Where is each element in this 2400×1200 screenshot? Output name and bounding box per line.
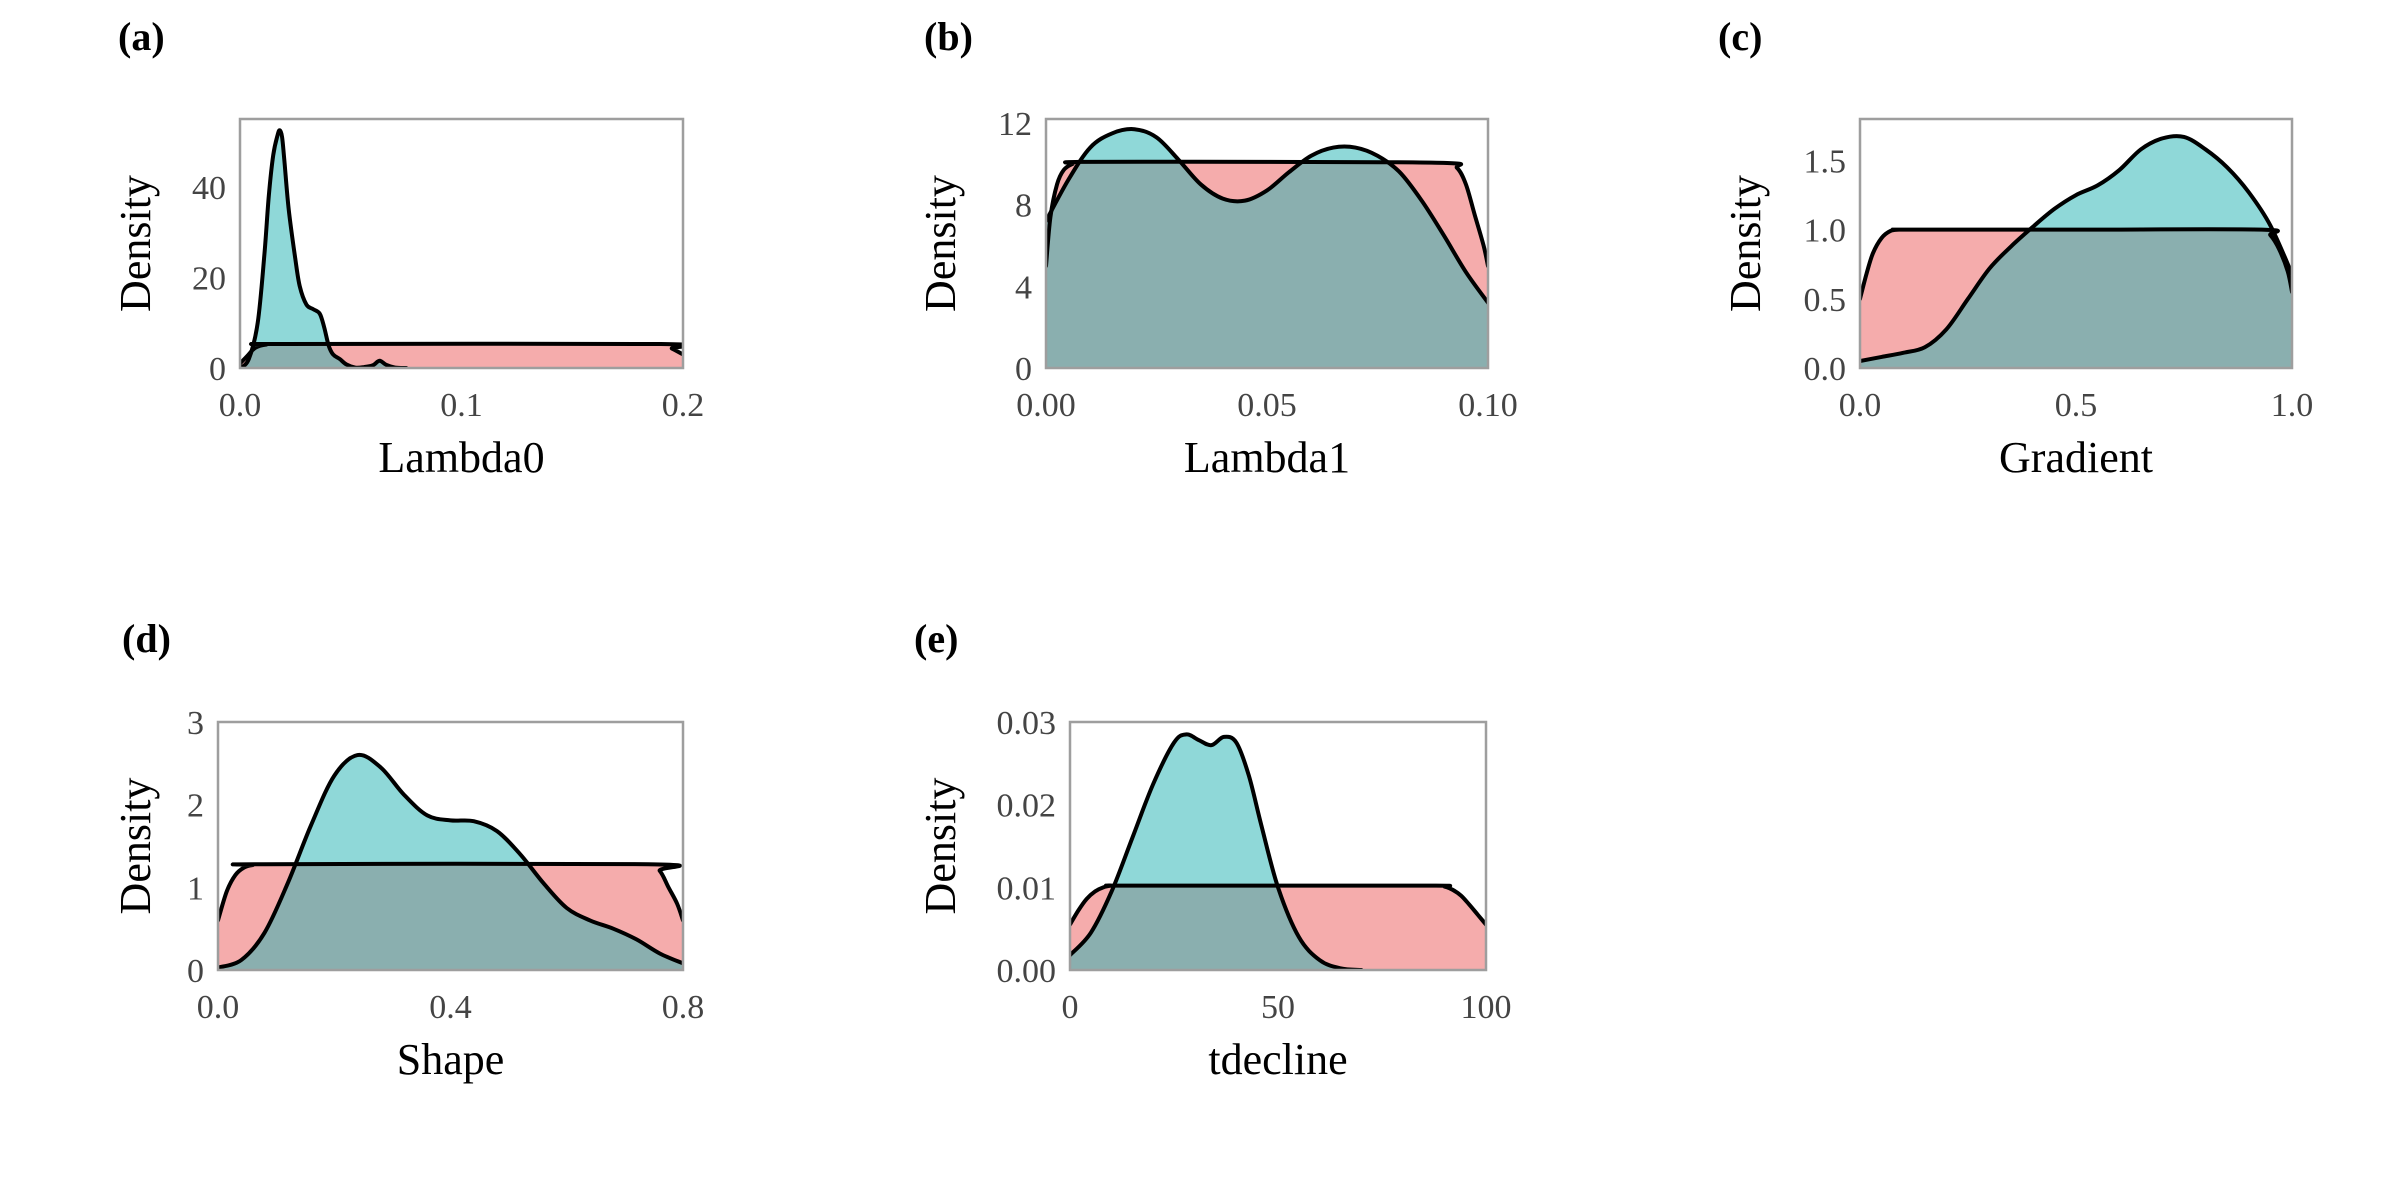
y-tick-label: 2 — [187, 788, 204, 825]
plot-area — [1046, 127, 1488, 368]
series-1-area — [240, 343, 683, 368]
x-axis-title: Lambda0 — [378, 433, 544, 482]
x-tick-label: 0 — [1062, 989, 1079, 1026]
series-2-area — [1046, 129, 1488, 368]
panel-label: (a) — [118, 14, 165, 59]
y-axis-title: Density — [916, 778, 965, 915]
y-tick-label: 1 — [187, 870, 204, 907]
y-tick-label: 20 — [192, 260, 226, 297]
plot-frame — [1044, 117, 1490, 370]
y-axis-title: Density — [111, 778, 160, 915]
x-tick-label: 0.0 — [1839, 387, 1882, 424]
y-tick-label: 40 — [192, 170, 226, 207]
plot-frame — [238, 117, 685, 370]
x-tick-label: 0.10 — [1458, 387, 1518, 424]
x-tick-label: 0.4 — [429, 989, 472, 1026]
plot-frame — [216, 720, 685, 972]
plot-frame — [1858, 117, 2294, 370]
x-tick-label: 50 — [1261, 989, 1295, 1026]
chart-panel-4: (d) 0.0 0.4 0.8 0 1 2 3 Shape Density — [111, 616, 704, 1084]
x-tick-label: 0.8 — [662, 989, 705, 1026]
x-axis-title: Gradient — [1999, 433, 2153, 482]
x-tick-label: 0.05 — [1237, 387, 1297, 424]
y-axis-title: Density — [111, 175, 160, 312]
chart-panel-1: (a) 0.0 0.1 0.2 0 20 40 Lambda0 Density — [111, 14, 704, 482]
y-tick-label: 0.5 — [1804, 282, 1847, 319]
x-axis-title: Shape — [397, 1035, 505, 1084]
series-2-area — [1860, 136, 2292, 368]
x-axis-title: Lambda1 — [1184, 433, 1350, 482]
series-2-line — [1860, 134, 2292, 364]
plot-area — [240, 128, 683, 368]
y-tick-label: 8 — [1015, 188, 1032, 225]
series-2-line — [218, 752, 683, 970]
x-tick-label: 0.0 — [197, 989, 240, 1026]
series-1-line — [218, 861, 683, 923]
series-2-line — [1046, 127, 1488, 305]
panel-label: (b) — [924, 14, 973, 59]
series-2-line — [240, 128, 409, 368]
x-tick-label: 0.0 — [219, 387, 262, 424]
plot-area — [1070, 732, 1486, 970]
y-tick-label: 1.0 — [1804, 213, 1847, 250]
series-2-area — [240, 130, 407, 368]
series-2-line — [1070, 732, 1364, 970]
plot-area — [1860, 134, 2292, 368]
plot-frame — [1068, 720, 1488, 972]
panel-label: (e) — [914, 616, 958, 661]
y-tick-label: 0.03 — [997, 705, 1057, 742]
y-tick-label: 1.5 — [1804, 144, 1847, 181]
x-tick-label: 0.00 — [1016, 387, 1076, 424]
y-tick-label: 0.00 — [997, 953, 1057, 990]
x-tick-label: 100 — [1461, 989, 1512, 1026]
y-tick-label: 3 — [187, 705, 204, 742]
plot-area — [218, 752, 683, 970]
series-2-area — [1070, 734, 1362, 970]
y-axis-title: Density — [916, 175, 965, 312]
y-tick-label: 0.02 — [997, 788, 1057, 825]
panel-label: (d) — [122, 616, 171, 661]
chart-panel-5: (e) 0 50 100 0.00 0.01 0.02 0.03 tdecline Density — [914, 616, 1512, 1084]
chart-panel-3: (c) 0.0 0.5 1.0 0.0 0.5 1.0 1.5 Gradient Density — [1718, 14, 2313, 482]
panel-label: (c) — [1718, 14, 1762, 59]
x-tick-label: 0.1 — [440, 387, 483, 424]
x-tick-label: 0.5 — [2055, 387, 2098, 424]
chart-panel-2: (b) 0.00 0.05 0.10 0 4 8 12 Lambda1 Density — [916, 14, 1518, 482]
series-1-line — [1860, 227, 2292, 301]
y-tick-label: 0.01 — [997, 870, 1057, 907]
y-tick-label: 0 — [187, 953, 204, 990]
y-axis-title: Density — [1721, 175, 1770, 312]
x-axis-title: tdecline — [1208, 1035, 1347, 1084]
y-tick-label: 4 — [1015, 269, 1032, 306]
series-1-line — [1046, 159, 1488, 268]
y-tick-label: 0 — [1015, 351, 1032, 388]
y-tick-label: 0.0 — [1804, 351, 1847, 388]
y-tick-label: 12 — [998, 106, 1032, 143]
x-tick-label: 0.2 — [662, 387, 705, 424]
y-tick-label: 0 — [209, 351, 226, 388]
x-tick-label: 1.0 — [2271, 387, 2314, 424]
